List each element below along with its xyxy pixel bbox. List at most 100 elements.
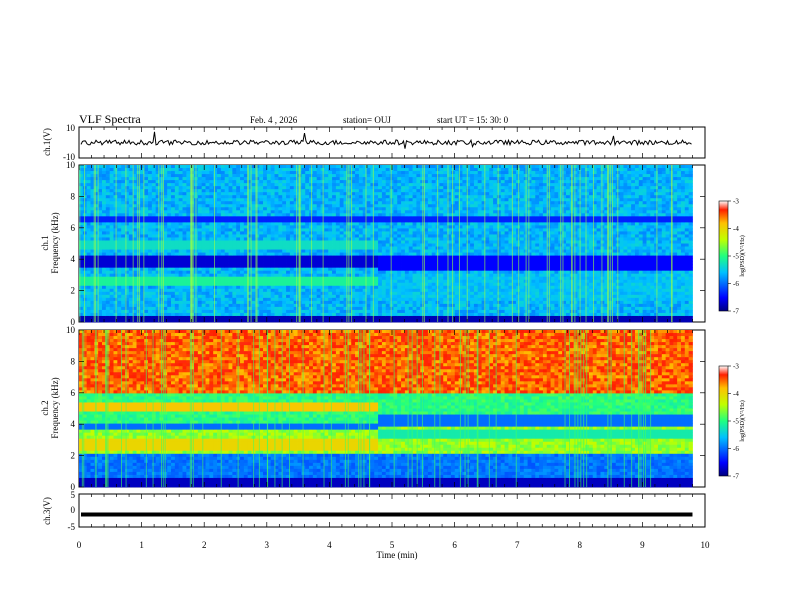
spectrogram-cell: [240, 273, 245, 278]
spectrogram-cell: [109, 246, 114, 250]
spectrogram-cell: [232, 279, 237, 284]
spectrogram-cell: [205, 276, 210, 281]
spectrogram-cell: [182, 261, 187, 266]
spectrogram-cell: [370, 285, 375, 290]
spectrogram-cell: [404, 249, 410, 253]
spectrogram-cell: [339, 291, 344, 296]
spectrogram-cell: [397, 234, 402, 238]
spectrogram-cell: [232, 186, 237, 190]
spectrogram-cell: [332, 234, 337, 238]
spectrogram-cell: [213, 213, 218, 217]
spectrogram-cell: [178, 192, 183, 196]
spectrogram-cell: [140, 249, 145, 253]
spectrogram-cell: [424, 216, 429, 220]
spectrogram-cell: [220, 234, 226, 238]
spectrogram-cell: [286, 207, 291, 211]
spectrogram-cell: [201, 183, 206, 187]
spectrogram-cell: [305, 186, 310, 190]
spectrogram-cell: [343, 168, 348, 172]
spectrogram-cell: [182, 216, 187, 220]
spectrogram-cell: [370, 291, 375, 296]
spectrogram-cell: [393, 249, 398, 253]
spectrogram-cell: [366, 231, 371, 235]
spectrogram-cell: [220, 312, 226, 317]
spectrogram-cell: [282, 264, 287, 269]
spectrogram-cell: [243, 264, 249, 269]
spectrogram-cell: [347, 234, 352, 238]
spectrogram-cell: [312, 180, 318, 184]
spectrogram-cell: [374, 252, 379, 256]
spectrogram-cell: [427, 249, 433, 253]
spectrogram-cell: [105, 288, 111, 293]
spectrogram-cell: [132, 213, 137, 217]
spectrogram-cell: [378, 276, 383, 281]
spectrogram-cell: [355, 165, 360, 169]
spectrogram-cell: [274, 261, 279, 266]
spectrogram-cell: [378, 240, 383, 244]
spectrogram-cell: [247, 294, 252, 299]
spectrogram-cell: [335, 213, 341, 217]
spectrogram-cell: [358, 171, 364, 175]
spectrogram-cell: [412, 165, 417, 169]
spectrogram-cell: [332, 306, 337, 311]
spectrogram-cell: [217, 297, 222, 302]
spectrogram-cell: [197, 261, 203, 266]
spectrogram-cell: [94, 273, 99, 278]
spectrogram-cell: [404, 198, 410, 202]
spectrogram-cell: [217, 198, 222, 202]
spectrogram-cell: [404, 177, 410, 181]
spectrogram-cell: [171, 165, 176, 169]
spectrogram-cell: [339, 309, 344, 314]
spectrogram-cell: [201, 207, 206, 211]
spectrogram-cell: [201, 177, 206, 181]
spectrogram-cell: [163, 198, 168, 202]
spectrogram-cell: [163, 246, 168, 250]
spectrogram-cell: [278, 195, 283, 199]
spectrogram-cell: [370, 189, 375, 193]
spectrogram-cell: [393, 168, 398, 172]
spectrogram-cell: [213, 231, 218, 235]
spectrogram-cell: [263, 276, 268, 281]
spectrogram-cell: [366, 195, 371, 199]
spectrogram-cell: [197, 180, 203, 184]
spectrogram-cell: [102, 225, 107, 229]
spectrogram-cell: [278, 189, 283, 193]
spectrogram-cell: [362, 228, 367, 232]
spectrogram-cell: [144, 282, 149, 287]
spectrogram-cell: [167, 249, 172, 253]
spectrogram-cell: [332, 201, 337, 205]
spectrogram-cell: [247, 219, 252, 223]
spectrogram-cell: [431, 258, 436, 263]
spectrogram-cell: [339, 273, 344, 278]
spectrogram-cell: [251, 297, 256, 302]
spectrogram-cell: [286, 285, 291, 290]
spectrogram-cell: [263, 309, 268, 314]
spectrogram-cell: [209, 168, 214, 172]
spectrogram-cell: [178, 261, 183, 266]
spectrogram-cell: [148, 195, 153, 199]
spectrogram-cell: [243, 273, 249, 278]
spectrogram-cell: [232, 318, 237, 323]
spectrogram-cell: [401, 219, 406, 223]
spectrogram-cell: [117, 318, 122, 323]
spectrogram-cell: [355, 273, 360, 278]
spectrogram-cell: [171, 258, 176, 263]
spectrogram-cell: [201, 174, 206, 178]
spectrogram-cell: [332, 165, 337, 169]
spectrogram-cell: [424, 201, 429, 205]
spectrogram-cell: [163, 168, 168, 172]
spectrogram-cell: [293, 234, 298, 238]
spectrogram-cell: [343, 267, 348, 272]
spectrogram-cell: [86, 180, 91, 184]
spectrogram-cell: [266, 165, 272, 169]
spectrogram-cell: [251, 282, 256, 287]
spectrogram-cell: [163, 270, 168, 275]
spectrogram-cell: [401, 231, 406, 235]
spectrogram-cell: [174, 276, 180, 281]
spectrogram-cell: [86, 201, 91, 205]
spectrogram-cell: [286, 168, 291, 172]
spectrogram-cell: [274, 198, 279, 202]
spectrogram-cell: [416, 246, 421, 250]
spectrogram-cell: [412, 288, 417, 293]
spectrogram-cell: [370, 177, 375, 181]
